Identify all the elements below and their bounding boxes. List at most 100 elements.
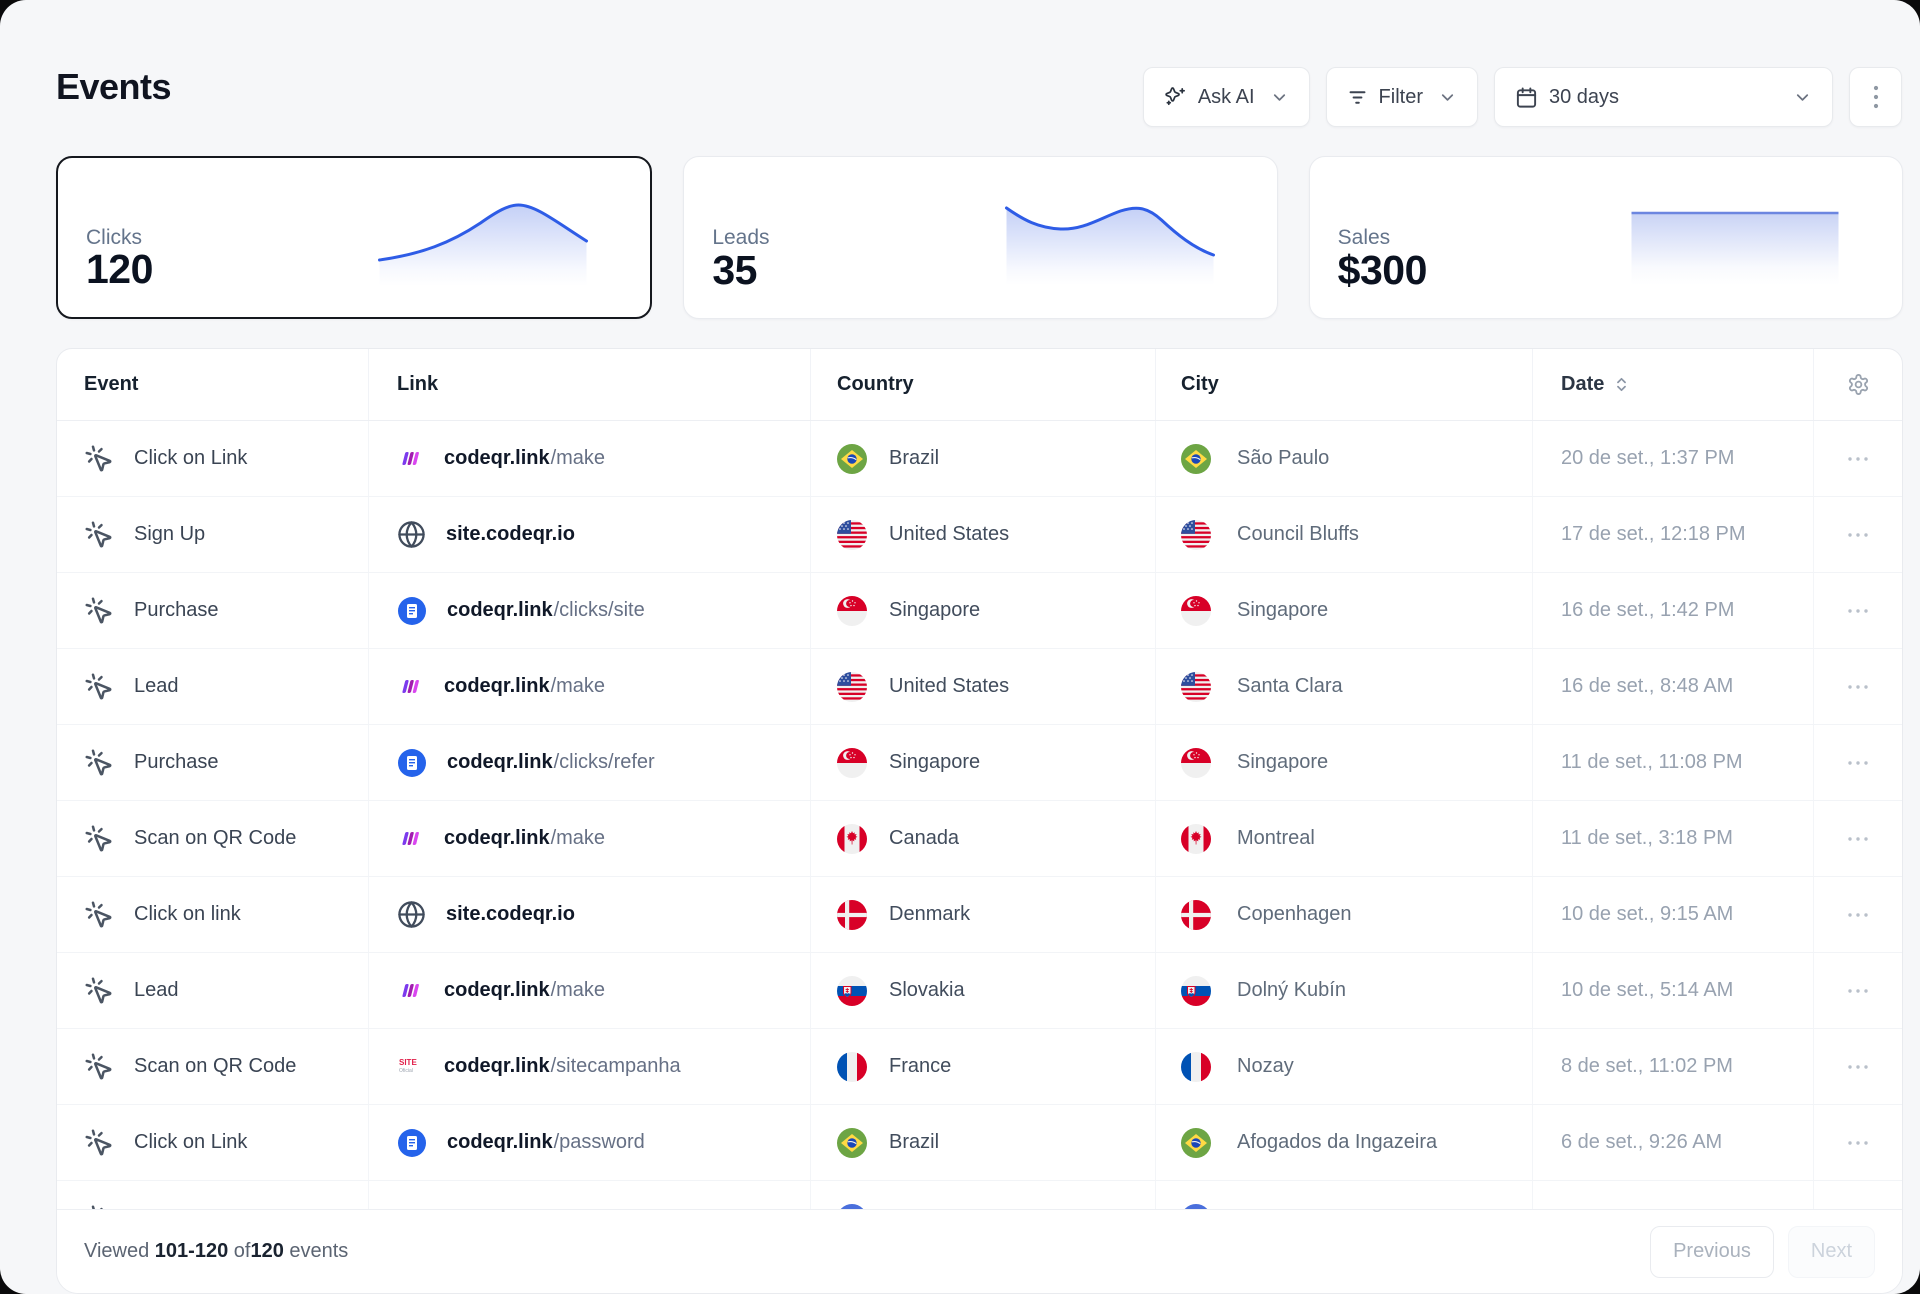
country-cell: United States (811, 497, 1156, 572)
country-label: Brazil (889, 447, 940, 469)
event-label: Click on Link (134, 1131, 248, 1153)
kebab-menu-icon (1873, 84, 1879, 110)
column-header-country: Country (811, 349, 1156, 420)
table-row[interactable]: Lead codeqr.link/make United States Sant… (57, 649, 1902, 725)
ask-ai-button[interactable]: Ask AI (1142, 67, 1310, 127)
actions-cell (1814, 877, 1902, 952)
table-row[interactable]: Scan on QR Code codeqr.link/make Canada … (57, 801, 1902, 877)
event-cell: Click on link (57, 877, 369, 952)
row-menu-button[interactable] (1841, 982, 1875, 1000)
link-url: codeqr.link/clicks/refer (447, 751, 655, 773)
mouse-pointer-click-icon (84, 444, 114, 474)
date-cell: 11 de set., 11:08 PM (1533, 725, 1814, 800)
city-flag-icon (1181, 1127, 1211, 1158)
actions-cell (1814, 497, 1902, 572)
next-page-button[interactable]: Next (1787, 1225, 1875, 1278)
city-flag-icon (1181, 899, 1211, 930)
table-row[interactable]: Purchase codeqr.link/clicks/site Singapo… (57, 573, 1902, 649)
table-row[interactable]: Purchase codeqr.link/clicks/refer Singap… (57, 725, 1902, 801)
city-cell: Council Bluffs (1156, 497, 1533, 572)
column-header-link: Link (369, 349, 811, 420)
codeqr-docs-icon (397, 748, 427, 778)
page-title: Events (56, 66, 172, 107)
city-flag-icon (1181, 823, 1211, 854)
table-row[interactable]: Sign Up site.codeqr.io United States Cou… (57, 497, 1902, 573)
column-header-event: Event (57, 349, 369, 420)
mouse-pointer-click-icon (84, 520, 114, 550)
event-cell: Click on Link (57, 421, 369, 496)
country-flag-icon (837, 899, 867, 930)
date-cell: 16 de set., 1:42 PM (1533, 573, 1814, 648)
gear-icon (1847, 373, 1870, 396)
row-menu-button[interactable] (1841, 830, 1875, 848)
table-row[interactable]: Click on Link codeqr.link/password Brazi… (57, 1105, 1902, 1181)
date-range-select[interactable]: 30 days (1494, 67, 1833, 127)
ask-ai-label: Ask AI (1197, 85, 1255, 108)
row-menu-button[interactable] (1841, 602, 1875, 620)
city-cell: São Paulo (1156, 421, 1533, 496)
event-cell: Lead (57, 953, 369, 1028)
table-row[interactable]: Click on link site.codeqr.io Denmark Cop… (57, 877, 1902, 953)
stat-card-clicks[interactable]: Clicks 120 (56, 156, 653, 319)
column-header-actions (1814, 349, 1902, 420)
row-menu-button[interactable] (1841, 1058, 1875, 1076)
country-flag-icon (837, 1203, 867, 1209)
stat-card-sales[interactable]: Sales $300 (1308, 156, 1903, 319)
event-cell: Purchase (57, 573, 369, 648)
row-menu-button[interactable] (1841, 450, 1875, 468)
country-cell: France (811, 1029, 1156, 1104)
stat-card-leads[interactable]: Leads 35 (683, 156, 1278, 319)
country-flag-icon (837, 1051, 867, 1082)
date-cell: 17 de set., 12:18 PM (1533, 497, 1814, 572)
date-cell: 8 de set., 11:02 PM (1533, 1029, 1814, 1104)
column-header-date[interactable]: Date (1533, 349, 1814, 420)
stat-label: Leads (712, 225, 770, 249)
city-label: Montreal (1237, 827, 1315, 849)
more-options-button[interactable] (1849, 67, 1902, 127)
ellipsis-icon (1847, 684, 1869, 690)
city-flag-icon (1181, 975, 1211, 1006)
mouse-pointer-click-icon (84, 748, 114, 778)
row-menu-button[interactable] (1841, 678, 1875, 696)
row-menu-button[interactable] (1841, 1134, 1875, 1152)
event-label: Sign Up (134, 523, 206, 545)
table-row[interactable]: Click on Link codeqr.link/make Brazil Sã… (57, 421, 1902, 497)
link-url: codeqr.link/clicks/site (447, 599, 645, 621)
row-menu-button[interactable] (1841, 754, 1875, 772)
event-label: Click on link (134, 903, 241, 925)
city-cell: Montreal (1156, 801, 1533, 876)
mouse-pointer-click-icon (84, 596, 114, 626)
link-cell: codeqr.link/password (369, 1105, 811, 1180)
date-cell: 6 de set., 9:26 AM (1533, 1105, 1814, 1180)
ellipsis-icon (1847, 836, 1869, 842)
table-row[interactable] (57, 1181, 1902, 1209)
codeqr-docs-icon (397, 1128, 427, 1158)
city-label: Nozay (1237, 1055, 1294, 1077)
filter-button[interactable]: Filter (1325, 67, 1478, 127)
country-label: United States (889, 523, 1010, 545)
stat-value: $300 (1337, 247, 1428, 293)
event-cell: Scan on QR Code (57, 1029, 369, 1104)
city-label: Afogados da Ingazeira (1237, 1131, 1438, 1153)
table-settings-button[interactable] (1847, 373, 1870, 396)
sparkles-icon (1164, 86, 1187, 109)
table-row[interactable]: Lead codeqr.link/make Slovakia Dolný Kub… (57, 953, 1902, 1029)
filter-lines-icon (1347, 87, 1368, 108)
event-cell (57, 1181, 369, 1209)
country-label: Singapore (889, 599, 981, 621)
row-menu-button[interactable] (1841, 526, 1875, 544)
actions-cell (1814, 1029, 1902, 1104)
actions-cell (1814, 573, 1902, 648)
link-url: codeqr.link/make (444, 979, 606, 1001)
site-favicon-icon: SITE Oficial (397, 1053, 424, 1080)
city-cell: Dolný Kubín (1156, 953, 1533, 1028)
city-cell: Nozay (1156, 1029, 1533, 1104)
country-label: Canada (889, 827, 960, 849)
stat-value: 35 (712, 247, 757, 293)
actions-cell (1814, 421, 1902, 496)
previous-page-button[interactable]: Previous (1650, 1225, 1774, 1278)
country-cell: Singapore (811, 725, 1156, 800)
table-row[interactable]: Scan on QR Code SITE Oficial codeqr.link/… (57, 1029, 1902, 1105)
row-menu-button[interactable] (1841, 906, 1875, 924)
link-url: site.codeqr.io (446, 523, 575, 545)
